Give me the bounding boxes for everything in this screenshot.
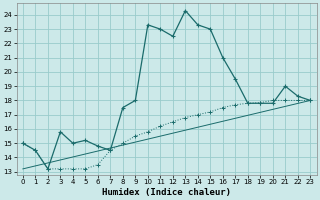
- X-axis label: Humidex (Indice chaleur): Humidex (Indice chaleur): [102, 188, 231, 197]
